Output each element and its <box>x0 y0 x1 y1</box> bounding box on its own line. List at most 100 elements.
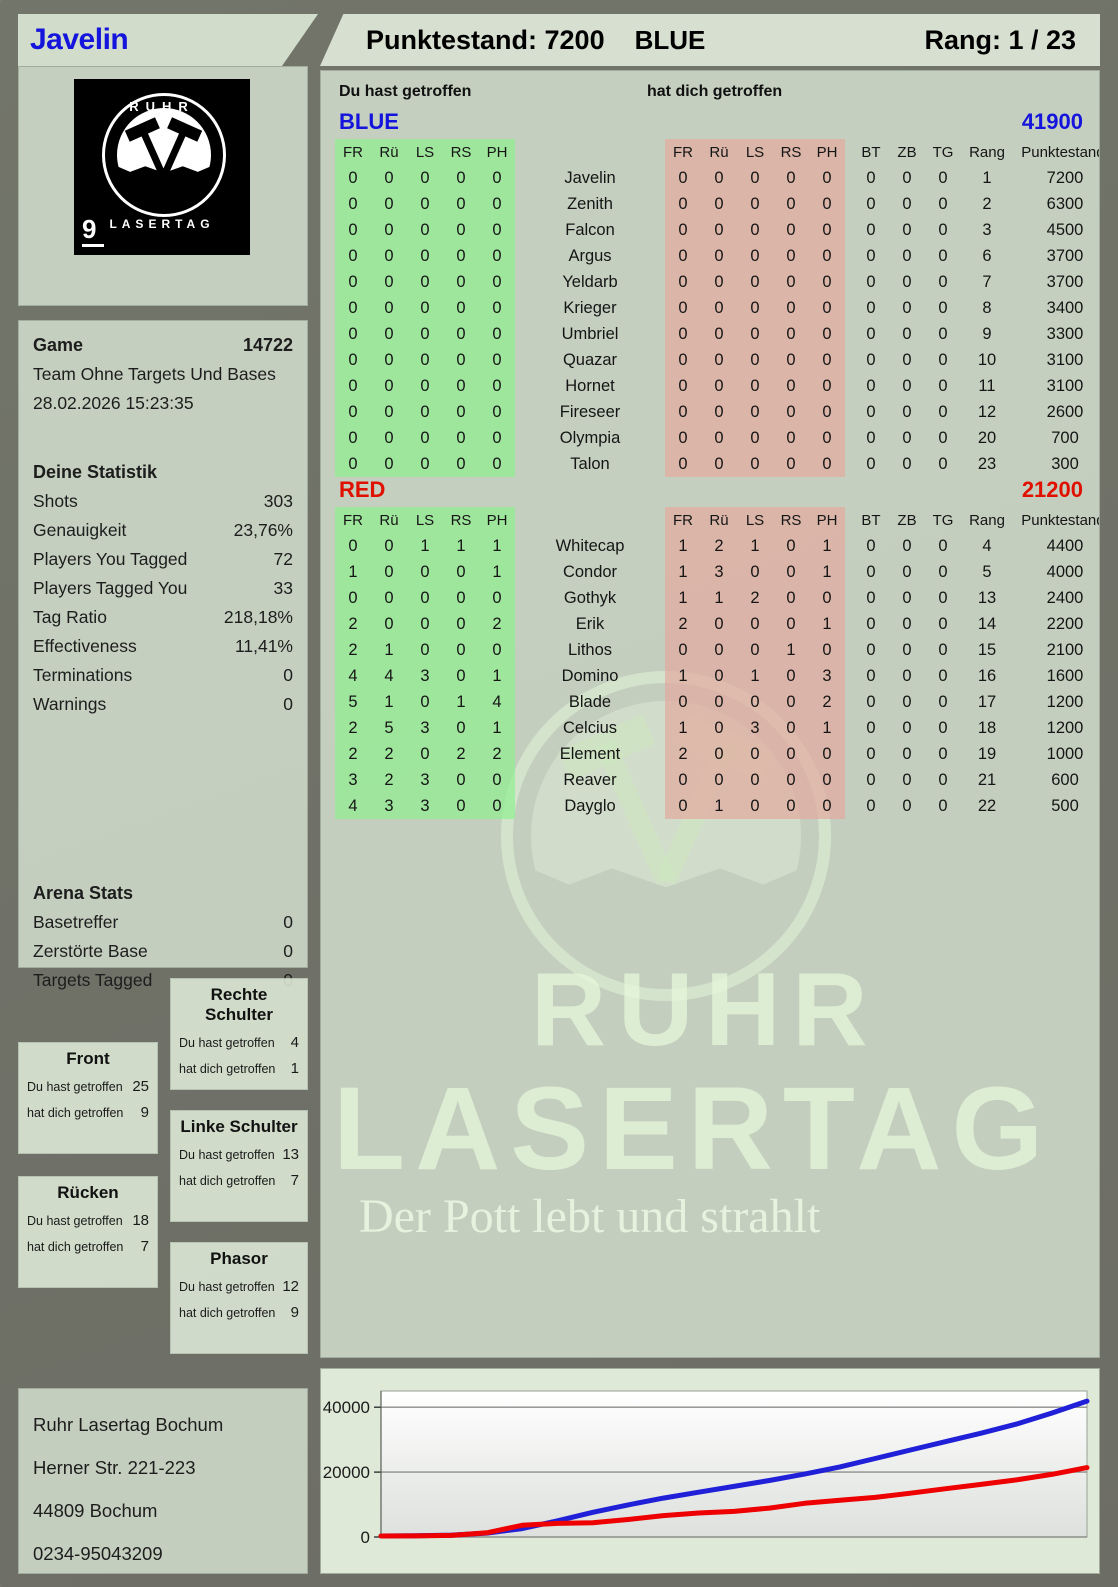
table-row[interactable]: 4 3 3 0 0 Dayglo 0 1 0 0 0 0 0 0 22 500 <box>335 793 1099 819</box>
cell-extra: 0 <box>938 562 948 581</box>
cell-extra: 0 <box>902 220 912 239</box>
table-row[interactable]: 0 0 0 0 0 Krieger 0 0 0 0 0 0 0 0 8 3400 <box>335 295 1099 321</box>
cell-hit: 0 <box>443 191 479 217</box>
cell-player-name[interactable]: Dayglo <box>564 796 616 815</box>
cell-taken: 0 <box>809 793 845 819</box>
cell-taken: 1 <box>665 559 701 585</box>
cell-player-name[interactable]: Element <box>559 744 621 763</box>
cell-extra: 0 <box>866 796 876 815</box>
cell-gap <box>845 451 853 477</box>
cell-taken: 0 <box>773 373 809 399</box>
cell-player-name[interactable]: Javelin <box>564 168 616 187</box>
cell-player-name[interactable]: Falcon <box>565 220 615 239</box>
cell-hit: 0 <box>407 741 443 767</box>
table-row[interactable]: 2 2 0 2 2 Element 2 0 0 0 0 0 0 0 19 1000 <box>335 741 1099 767</box>
cell-gap <box>845 295 853 321</box>
table-row[interactable]: 2 5 3 0 1 Celcius 1 0 3 0 1 0 0 0 18 1200 <box>335 715 1099 741</box>
cell-extra: 0 <box>938 640 948 659</box>
cell-gap <box>845 347 853 373</box>
game-datetime: 28.02.2026 15:23:35 <box>33 393 194 413</box>
cell-points: 300 <box>1051 454 1079 473</box>
table-row[interactable]: 0 0 0 0 0 Fireseer 0 0 0 0 0 0 0 0 12 2600 <box>335 399 1099 425</box>
cell-rank: 9 <box>982 324 992 343</box>
cell-hit: 0 <box>335 269 371 295</box>
cell-player-name[interactable]: Blade <box>568 692 612 711</box>
table-row[interactable]: 2 1 0 0 0 Lithos 0 0 0 1 0 0 0 0 15 2100 <box>335 637 1099 663</box>
cell-player-name[interactable]: Erik <box>575 614 605 633</box>
table-row[interactable]: 0 0 0 0 0 Olympia 0 0 0 0 0 0 0 0 20 700 <box>335 425 1099 451</box>
cell-player-name[interactable]: Gothyk <box>563 588 617 607</box>
cell-player-name[interactable]: Umbriel <box>561 324 619 343</box>
cell-player-name[interactable]: Yeldarb <box>562 272 618 291</box>
cell-taken: 0 <box>773 451 809 477</box>
cell-taken: 0 <box>773 217 809 243</box>
table-row[interactable]: 0 0 0 0 0 Falcon 0 0 0 0 0 0 0 0 3 4500 <box>335 217 1099 243</box>
score-header: Punktestand: 7200 BLUE Rang: 1 / 23 <box>320 14 1100 66</box>
cell-taken: 1 <box>809 611 845 637</box>
table-row[interactable]: 3 2 3 0 0 Reaver 0 0 0 0 0 0 0 0 21 600 <box>335 767 1099 793</box>
table-row[interactable]: 4 4 3 0 1 Domino 1 0 1 0 3 0 0 0 16 1600 <box>335 663 1099 689</box>
cell-player-name[interactable]: Whitecap <box>555 536 625 555</box>
table-row[interactable]: 0 0 1 1 1 Whitecap 1 2 1 0 1 0 0 0 4 4400 <box>335 533 1099 559</box>
cell-player-name[interactable]: Zenith <box>567 194 613 213</box>
table-row[interactable]: 0 0 0 0 0 Gothyk 1 1 2 0 0 0 0 0 13 2400 <box>335 585 1099 611</box>
scoreboard-panel: RUHR LASERTAG Der Pott lebt und strahlt … <box>320 70 1100 1358</box>
cell-player-name[interactable]: Lithos <box>567 640 613 659</box>
cell-taken: 0 <box>809 399 845 425</box>
table-row[interactable]: 0 0 0 0 0 Javelin 0 0 0 0 0 0 0 0 1 7200 <box>335 165 1099 191</box>
team-header-red: RED 21200 <box>335 477 1085 507</box>
bodybox-hit-label: Du hast getroffen <box>179 1148 275 1162</box>
table-row[interactable]: 0 0 0 0 0 Zenith 0 0 0 0 0 0 0 0 2 6300 <box>335 191 1099 217</box>
cell-player-name[interactable]: Quazar <box>562 350 618 369</box>
cell-taken: 0 <box>773 295 809 321</box>
table-row[interactable]: 5 1 0 1 4 Blade 0 0 0 0 2 0 0 0 17 1200 <box>335 689 1099 715</box>
cell-player-name[interactable]: Argus <box>568 246 612 265</box>
cell-hit: 0 <box>479 399 515 425</box>
cell-player-name[interactable]: Fireseer <box>559 402 621 421</box>
team-total-score: 41900 <box>1021 109 1083 134</box>
cell-player-name[interactable]: Reaver <box>563 770 617 789</box>
table-row[interactable]: 0 0 0 0 0 Talon 0 0 0 0 0 0 0 0 23 300 <box>335 451 1099 477</box>
cell-player-name[interactable]: Condor <box>562 562 618 581</box>
cell-player-name[interactable]: Celcius <box>562 718 618 737</box>
table-row[interactable]: 0 0 0 0 0 Hornet 0 0 0 0 0 0 0 0 11 3100 <box>335 373 1099 399</box>
col-header-points: Punktestand: <box>1021 143 1099 161</box>
cell-gap <box>845 165 853 191</box>
cell-player-name[interactable]: Krieger <box>563 298 617 317</box>
col-header-taken-FR: FR <box>665 507 701 533</box>
cell-rank: 11 <box>978 376 996 395</box>
cell-hit: 2 <box>335 637 371 663</box>
cell-extra: 0 <box>866 350 876 369</box>
table-row[interactable]: 0 0 0 0 0 Quazar 0 0 0 0 0 0 0 0 10 3100 <box>335 347 1099 373</box>
cell-taken: 0 <box>737 637 773 663</box>
bodybox-taken-value: 7 <box>140 1238 149 1255</box>
table-header-row: FR Rü LS RS PH FR Rü LS RS PH BT ZB TG Rang Punktestan… <box>335 507 1099 533</box>
cell-gap <box>845 425 853 451</box>
table-row[interactable]: 1 0 0 0 1 Condor 1 3 0 0 1 0 0 0 5 4000 <box>335 559 1099 585</box>
cell-extra: 0 <box>938 246 948 265</box>
cell-rank: 18 <box>977 718 997 737</box>
col-header-hit-PH: PH <box>479 507 515 533</box>
cell-extra: 0 <box>938 454 948 473</box>
cell-hit: 0 <box>335 165 371 191</box>
cell-hit: 1 <box>407 533 443 559</box>
bodybox-taken-value: 1 <box>290 1060 299 1077</box>
cell-extra: 0 <box>866 168 876 187</box>
col-header-hit-LS: LS <box>407 507 443 533</box>
table-row[interactable]: 0 0 0 0 0 Argus 0 0 0 0 0 0 0 0 6 3700 <box>335 243 1099 269</box>
cell-taken: 2 <box>809 689 845 715</box>
table-row[interactable]: 0 0 0 0 0 Umbriel 0 0 0 0 0 0 0 0 9 3300 <box>335 321 1099 347</box>
cell-player-name[interactable]: Domino <box>561 666 619 685</box>
cell-player-name[interactable]: Olympia <box>559 428 621 447</box>
cell-extra: 0 <box>902 272 912 291</box>
cell-hit: 1 <box>479 559 515 585</box>
cell-hit: 0 <box>407 347 443 373</box>
table-row[interactable]: 0 0 0 0 0 Yeldarb 0 0 0 0 0 0 0 0 7 3700 <box>335 269 1099 295</box>
cell-player-name[interactable]: Talon <box>570 454 610 473</box>
table-row[interactable]: 2 0 0 0 2 Erik 2 0 0 0 1 0 0 0 14 2200 <box>335 611 1099 637</box>
cell-taken: 0 <box>701 715 737 741</box>
col-header-hit-Rü: Rü <box>371 507 407 533</box>
cell-hit: 0 <box>371 347 407 373</box>
cell-player-name[interactable]: Hornet <box>565 376 615 395</box>
col-header-rank: Rang <box>969 143 1005 161</box>
